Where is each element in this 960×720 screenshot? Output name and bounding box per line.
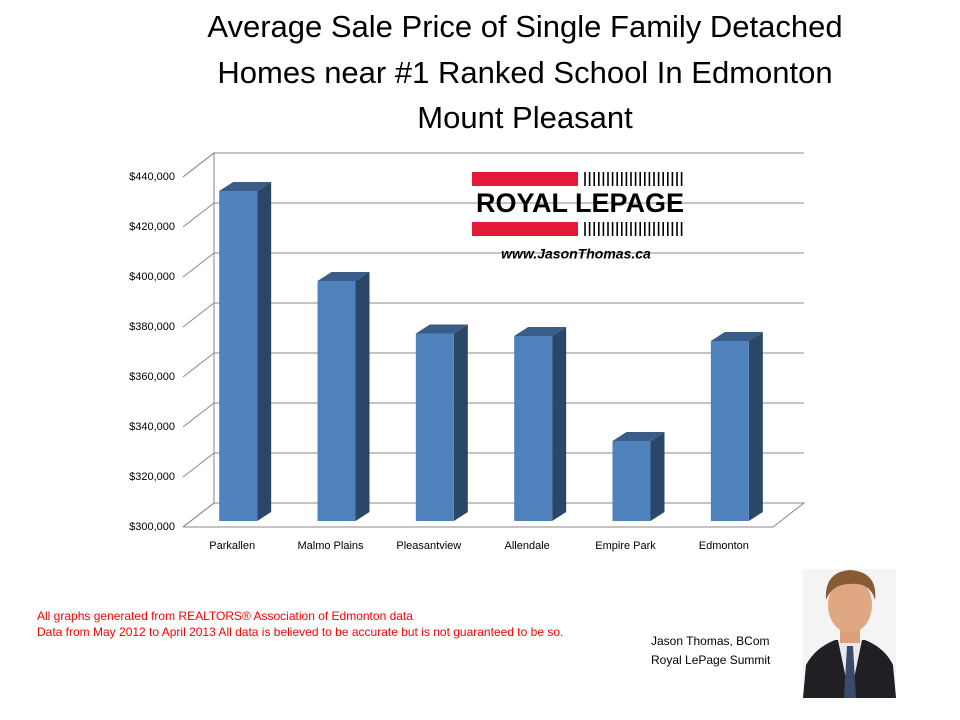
y-tick-label: $380,000 [129,321,175,333]
y-tick-label: $420,000 [129,221,175,233]
x-tick-label: Empire Park [595,540,656,552]
photo-hair [825,570,876,600]
author-name: Jason Thomas, BCom [651,634,770,648]
grid-line [182,502,804,528]
grid-line [182,202,804,228]
bar [219,191,258,521]
y-tick-label: $360,000 [129,371,175,383]
plot: $300,000 $320,000 $340,000 $360,000 $380,000… [129,151,806,552]
footnote: Data from May 2012 to April 2013 All dat… [37,625,563,639]
y-tick-label: $440,000 [129,171,175,183]
x-tick-label: Pleasantview [396,540,461,552]
grid-line [182,402,804,428]
photo-tie [844,646,856,698]
x-tick-label: Edmonton [699,540,749,552]
grid-line [182,352,804,378]
bar [710,341,749,521]
bar-side [748,332,763,521]
bar [612,441,651,521]
logo: ROYAL LEPAGE www.JasonThomas.ca [472,172,684,262]
x-tick-label: Allendale [505,540,550,552]
x-tick-label: Malmo Plains [297,540,364,552]
bar-top [317,272,370,281]
logo-bar [472,172,578,186]
grid-line [182,252,804,278]
barcode [584,172,683,236]
bar-side [650,432,665,521]
logo-bar [472,222,578,236]
bar-top [514,327,567,336]
bar [514,336,553,521]
bar [317,281,356,521]
bar-side [257,182,272,521]
bar-top [415,324,468,334]
footnote: All graphs generated from REALTORS® Asso… [37,609,413,623]
y-tick-label: $320,000 [129,471,175,483]
bar-side [552,327,567,521]
photo-face [828,577,872,633]
author-company: Royal LePage Summit [651,653,771,667]
grid-line [182,152,804,178]
bar-top [612,432,665,441]
logo-url: www.JasonThomas.ca [501,246,651,262]
photo [803,569,896,698]
bar-top [710,332,763,341]
chart-title: Average Sale Price of Single Family Deta… [207,9,842,44]
logo-brand: ROYAL LEPAGE [476,188,684,218]
y-tick-label: $340,000 [129,421,175,433]
x-tick-label: Parkallen [209,540,255,552]
chart-title: Mount Pleasant [417,100,633,135]
bar [415,333,454,521]
bar-top [219,182,272,191]
y-tick-label: $400,000 [129,271,175,283]
bar-side [355,272,370,521]
grid-line [182,452,804,478]
chart-title: Homes near #1 Ranked School In Edmonton [217,55,832,90]
grid-line [182,302,804,328]
y-tick-label: $300,000 [129,521,175,533]
bar-side [453,324,468,521]
